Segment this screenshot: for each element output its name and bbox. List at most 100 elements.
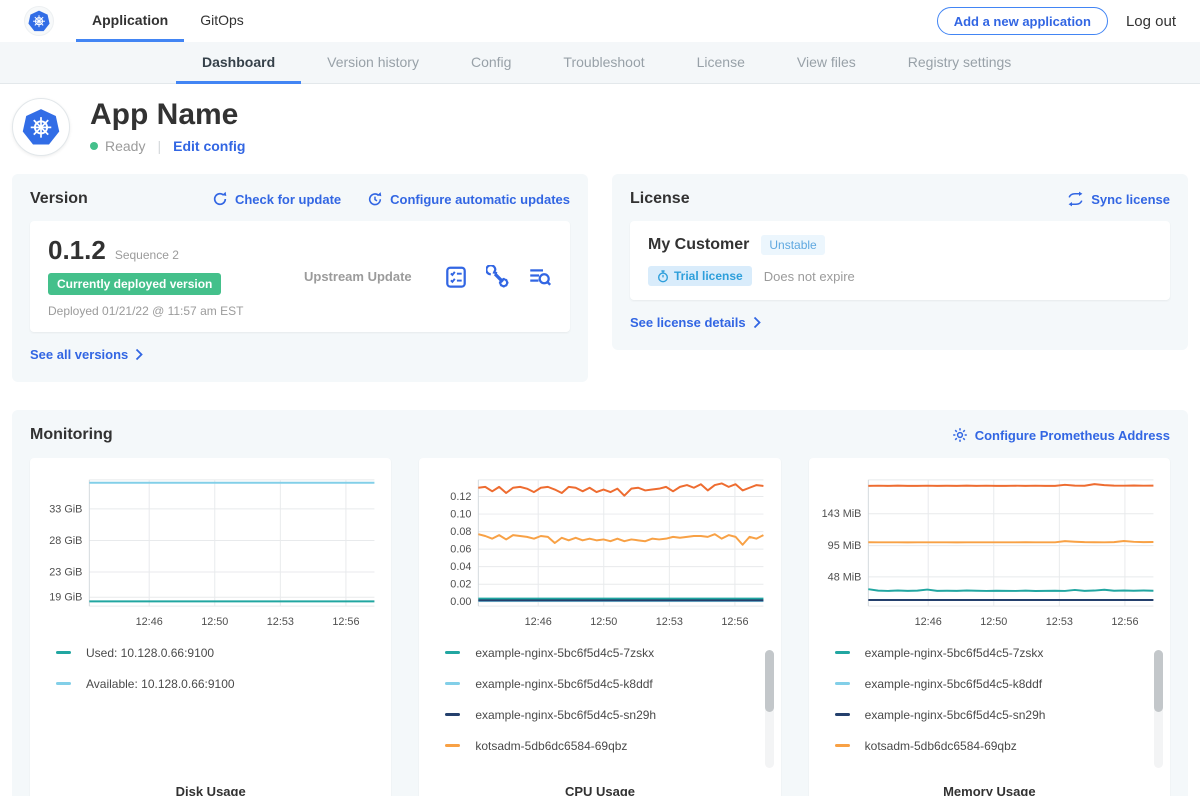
svg-text:12:53: 12:53 xyxy=(267,616,294,628)
tab-registry-settings[interactable]: Registry settings xyxy=(882,42,1037,84)
see-license-details-link[interactable]: See license details xyxy=(630,315,761,330)
check-for-update-link[interactable]: Check for update xyxy=(212,191,341,207)
legend-swatch xyxy=(835,713,850,716)
version-card: Version Check for update Configure au xyxy=(12,174,588,382)
nav-tab-gitops[interactable]: GitOps xyxy=(184,0,260,42)
configure-prometheus-link[interactable]: Configure Prometheus Address xyxy=(952,427,1170,443)
legend-label: example-nginx-5bc6f5d4c5-k8ddf xyxy=(865,677,1042,691)
version-source-label: Upstream Update xyxy=(304,269,412,284)
configure-automatic-updates-link[interactable]: Configure automatic updates xyxy=(367,191,570,207)
logout-button[interactable]: Log out xyxy=(1126,13,1176,30)
kubernetes-logo xyxy=(24,6,54,36)
svg-text:12:50: 12:50 xyxy=(980,616,1007,628)
svg-text:12:53: 12:53 xyxy=(656,616,683,628)
svg-text:0.02: 0.02 xyxy=(451,579,472,591)
svg-text:12:56: 12:56 xyxy=(722,616,749,628)
memory-usage-legend: example-nginx-5bc6f5d4c5-7zskx example-ng… xyxy=(835,646,1160,768)
legend-item: example-nginx-5bc6f5d4c5-sn29h xyxy=(445,708,770,722)
svg-text:12:50: 12:50 xyxy=(201,616,228,628)
legend-item: Used: 10.128.0.66:9100 xyxy=(56,646,381,660)
see-all-versions-link[interactable]: See all versions xyxy=(30,347,143,362)
tab-view-files[interactable]: View files xyxy=(771,42,882,84)
svg-text:19 GiB: 19 GiB xyxy=(49,592,82,604)
legend-item: kotsadm-5db6dc6584-69qbz xyxy=(835,739,1160,753)
legend-swatch xyxy=(835,744,850,747)
refresh-icon xyxy=(212,191,228,207)
legend-scrollbar[interactable] xyxy=(765,650,774,768)
page-title: App Name xyxy=(90,98,245,131)
trial-license-badge: Trial license xyxy=(648,266,752,286)
app-status-text: Ready xyxy=(105,138,145,154)
kubernetes-app-icon xyxy=(22,108,60,146)
legend-swatch xyxy=(835,682,850,685)
preflight-checks-icon[interactable] xyxy=(444,265,468,289)
cpu-usage-chart[interactable]: 0.120.100.080.060.040.020.0012:4612:5012… xyxy=(429,470,770,632)
config-wrench-icon[interactable] xyxy=(486,265,510,289)
edit-config-link[interactable]: Edit config xyxy=(173,138,245,154)
stopwatch-icon xyxy=(657,270,669,283)
monitoring-title: Monitoring xyxy=(30,426,113,444)
chevron-right-icon xyxy=(135,348,143,361)
legend-swatch xyxy=(445,682,460,685)
svg-text:0.04: 0.04 xyxy=(451,561,472,573)
license-expiry-text: Does not expire xyxy=(764,269,855,284)
license-details-row: My Customer Unstable Trial license Does … xyxy=(630,221,1170,300)
chart-title: Memory Usage xyxy=(819,784,1160,796)
tab-config[interactable]: Config xyxy=(445,42,537,84)
disk-usage-legend: Used: 10.128.0.66:9100 Available: 10.128.… xyxy=(56,646,381,768)
top-nav: Application GitOps Add a new application… xyxy=(0,0,1200,42)
channel-badge: Unstable xyxy=(761,235,824,255)
currently-deployed-badge: Currently deployed version xyxy=(48,273,221,295)
version-number: 0.1.2 xyxy=(48,235,106,266)
kubernetes-logo-icon xyxy=(28,10,50,32)
ready-status-dot xyxy=(90,142,98,150)
sync-icon xyxy=(1067,191,1084,207)
chevron-right-icon xyxy=(753,316,761,329)
legend-label: example-nginx-5bc6f5d4c5-7zskx xyxy=(475,646,654,660)
gear-icon xyxy=(952,427,968,443)
legend-item: example-nginx-5bc6f5d4c5-sn29h xyxy=(835,708,1160,722)
svg-text:33 GiB: 33 GiB xyxy=(49,503,82,515)
svg-text:0.00: 0.00 xyxy=(451,596,472,608)
legend-item: kotsadm-5db6dc6584-69qbz xyxy=(445,739,770,753)
tab-license[interactable]: License xyxy=(671,42,771,84)
tab-dashboard[interactable]: Dashboard xyxy=(176,42,301,84)
tab-version-history[interactable]: Version history xyxy=(301,42,445,84)
legend-swatch xyxy=(835,651,850,654)
legend-swatch xyxy=(445,651,460,654)
legend-label: example-nginx-5bc6f5d4c5-sn29h xyxy=(865,708,1046,722)
legend-label: kotsadm-5db6dc6584-69qbz xyxy=(475,739,627,753)
legend-scrollbar[interactable] xyxy=(1154,650,1163,768)
tab-troubleshoot[interactable]: Troubleshoot xyxy=(537,42,670,84)
cpu-usage-chart-card: 0.120.100.080.060.040.020.0012:4612:5012… xyxy=(419,458,780,796)
memory-usage-chart[interactable]: 143 MiB95 MiB48 MiB12:4612:5012:5312:56 xyxy=(819,470,1160,632)
legend-item: Available: 10.128.0.66:9100 xyxy=(56,677,381,691)
svg-text:28 GiB: 28 GiB xyxy=(49,535,82,547)
legend-item: example-nginx-5bc6f5d4c5-k8ddf xyxy=(835,677,1160,691)
add-new-application-button[interactable]: Add a new application xyxy=(937,7,1108,35)
disk-usage-chart-card: 33 GiB28 GiB23 GiB19 GiB12:4612:5012:531… xyxy=(30,458,391,796)
app-sub-nav: Dashboard Version history Config Trouble… xyxy=(0,42,1200,84)
scrollbar-thumb[interactable] xyxy=(1154,650,1163,712)
svg-text:95 MiB: 95 MiB xyxy=(827,540,861,552)
svg-text:0.10: 0.10 xyxy=(451,509,472,521)
license-card-title: License xyxy=(630,190,690,208)
legend-label: Available: 10.128.0.66:9100 xyxy=(86,677,235,691)
svg-text:12:53: 12:53 xyxy=(1045,616,1072,628)
legend-label: example-nginx-5bc6f5d4c5-sn29h xyxy=(475,708,656,722)
nav-tab-application[interactable]: Application xyxy=(76,0,184,42)
svg-text:12:56: 12:56 xyxy=(332,616,359,628)
svg-text:48 MiB: 48 MiB xyxy=(827,571,861,583)
legend-label: kotsadm-5db6dc6584-69qbz xyxy=(865,739,1017,753)
scrollbar-thumb[interactable] xyxy=(765,650,774,712)
legend-label: Used: 10.128.0.66:9100 xyxy=(86,646,214,660)
disk-usage-chart[interactable]: 33 GiB28 GiB23 GiB19 GiB12:4612:5012:531… xyxy=(40,470,381,632)
legend-item: example-nginx-5bc6f5d4c5-7zskx xyxy=(835,646,1160,660)
deploy-logs-icon[interactable] xyxy=(528,265,552,289)
sync-license-link[interactable]: Sync license xyxy=(1067,191,1170,207)
app-icon xyxy=(12,98,70,156)
svg-text:143 MiB: 143 MiB xyxy=(821,508,861,520)
svg-text:12:46: 12:46 xyxy=(914,616,941,628)
version-sequence: Sequence 2 xyxy=(115,248,179,262)
version-card-title: Version xyxy=(30,190,88,208)
